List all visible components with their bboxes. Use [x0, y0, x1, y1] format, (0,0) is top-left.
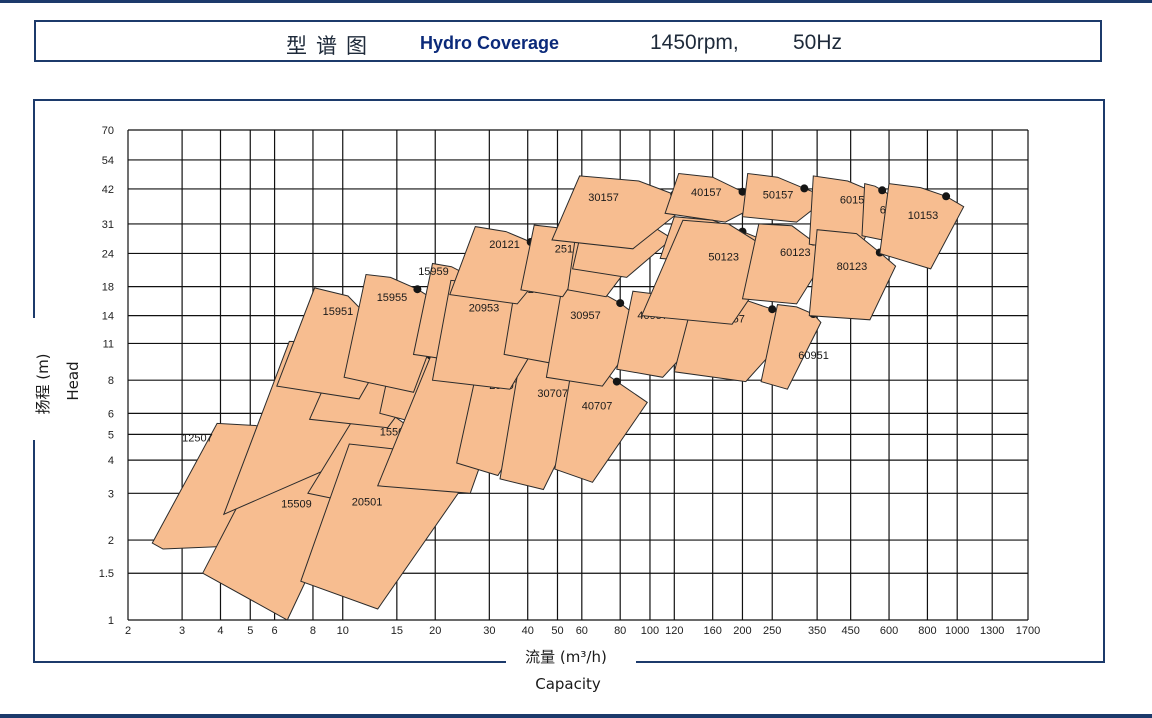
region-label-30707: 30707	[537, 388, 568, 400]
x-tick-label-17: 200	[733, 625, 751, 637]
region-layer: 1250715509107071550720501127091570520709…	[151, 172, 965, 621]
x-tick-label-15: 120	[665, 625, 683, 637]
bep-dot-30957	[616, 299, 625, 308]
frame-border-left	[33, 440, 506, 663]
x-tick-label-20: 450	[841, 625, 859, 637]
x-tick-label-9: 30	[483, 625, 495, 637]
region-label-15959: 15959	[418, 266, 449, 278]
chart-frame-border	[33, 99, 1105, 663]
y-tick-label-6: 6	[108, 408, 114, 420]
x-tick-label-4: 6	[272, 625, 278, 637]
y-tick-label-1: 1.5	[99, 568, 114, 580]
region-label-80123: 80123	[837, 261, 868, 273]
y-axis-label-cn: 扬程 (m)	[34, 353, 52, 414]
region-label-60123: 60123	[780, 247, 811, 259]
region-40157: 40157	[664, 172, 769, 223]
x-tick-label-22: 800	[918, 625, 936, 637]
region-label-50157: 50157	[763, 189, 794, 201]
region-label-15509: 15509	[281, 499, 312, 511]
y-tick-label-12: 31	[102, 219, 114, 231]
region-label-20501: 20501	[352, 496, 383, 508]
region-label-60951: 60951	[798, 350, 829, 362]
x-tick-label-3: 5	[247, 625, 253, 637]
bep-dot-15955	[413, 285, 422, 294]
tick-labels: 2 3 4 5 6 8 10 15 20 30 40 50 60 80 100 120 160 200 250 350…	[99, 125, 1041, 637]
region-label-30957: 30957	[570, 310, 601, 322]
x-axis-label-en: Capacity	[535, 675, 601, 693]
region-label-12507: 12507	[182, 433, 213, 445]
y-tick-label-14: 54	[102, 155, 114, 167]
bep-dot-40157	[738, 187, 747, 196]
region-15955: 15955	[343, 273, 447, 393]
region-label-60157: 60157	[840, 195, 871, 207]
bottom-rule	[0, 714, 1152, 718]
x-tick-label-23: 1000	[945, 625, 969, 637]
x-tick-label-12: 60	[576, 625, 588, 637]
x-tick-label-1: 3	[179, 625, 185, 637]
y-tick-label-8: 11	[103, 338, 114, 350]
axis-titles: 流量 (m³/h) Capacity 扬程 (m) Head	[34, 353, 607, 693]
region-label-40157: 40157	[691, 187, 722, 199]
title-chinese: 型谱图	[286, 34, 376, 58]
x-tick-label-24: 1300	[980, 625, 1004, 637]
title-speed: 1450rpm,	[650, 31, 739, 54]
bep-dot-40707	[612, 377, 621, 386]
title-bar: 型谱图 Hydro Coverage 1450rpm, 50Hz	[34, 20, 1102, 62]
bep-dot-50157	[800, 184, 809, 193]
region-60123: 60123	[741, 223, 829, 305]
region-label-20121: 20121	[489, 239, 520, 251]
x-axis-label-cn: 流量 (m³/h)	[525, 648, 607, 666]
y-tick-label-4: 4	[108, 455, 114, 467]
region-label-30157: 30157	[588, 192, 619, 204]
x-tick-label-18: 250	[763, 625, 781, 637]
y-tick-label-10: 18	[102, 282, 114, 294]
frame-border-main	[33, 99, 1105, 663]
region-area-10153	[879, 183, 965, 270]
x-tick-label-19: 350	[808, 625, 826, 637]
x-tick-label-10: 40	[522, 625, 534, 637]
y-tick-label-3: 3	[108, 488, 114, 500]
y-tick-label-9: 14	[102, 311, 114, 323]
title-frequency: 50Hz	[793, 31, 843, 54]
x-tick-label-5: 8	[310, 625, 316, 637]
y-tick-label-11: 24	[102, 248, 114, 260]
y-tick-label-0: 1	[108, 615, 114, 627]
top-rule	[0, 0, 1152, 3]
y-tick-label-15: 70	[102, 125, 114, 137]
region-label-10153: 10153	[908, 210, 939, 222]
bep-dot-60155	[878, 186, 887, 195]
region-label-15955: 15955	[377, 292, 408, 304]
region-label-15951: 15951	[323, 306, 354, 318]
region-label-40707: 40707	[582, 401, 613, 413]
region-label-20953: 20953	[469, 303, 500, 315]
x-tick-label-0: 2	[125, 625, 131, 637]
region-10153: 10153	[879, 183, 965, 270]
x-tick-label-11: 50	[551, 625, 563, 637]
x-tick-label-13: 80	[614, 625, 626, 637]
y-tick-label-2: 2	[108, 535, 114, 547]
y-tick-label-13: 42	[102, 184, 114, 196]
region-50157: 50157	[741, 172, 830, 223]
x-tick-label-14: 100	[641, 625, 659, 637]
bep-dot-50957	[768, 305, 777, 314]
y-tick-label-5: 5	[108, 429, 114, 441]
bep-dot-10153	[942, 192, 951, 201]
x-tick-label-8: 20	[429, 625, 441, 637]
y-tick-label-7: 8	[108, 375, 114, 387]
y-axis-label-en: Head	[64, 361, 82, 400]
x-tick-label-6: 10	[337, 625, 349, 637]
x-tick-label-21: 600	[880, 625, 898, 637]
x-tick-label-7: 15	[391, 625, 403, 637]
region-label-50123: 50123	[708, 251, 739, 263]
x-tick-label-2: 4	[217, 625, 223, 637]
x-tick-label-25: 1700	[1016, 625, 1040, 637]
x-tick-label-16: 160	[704, 625, 722, 637]
title-english: Hydro Coverage	[420, 33, 560, 53]
